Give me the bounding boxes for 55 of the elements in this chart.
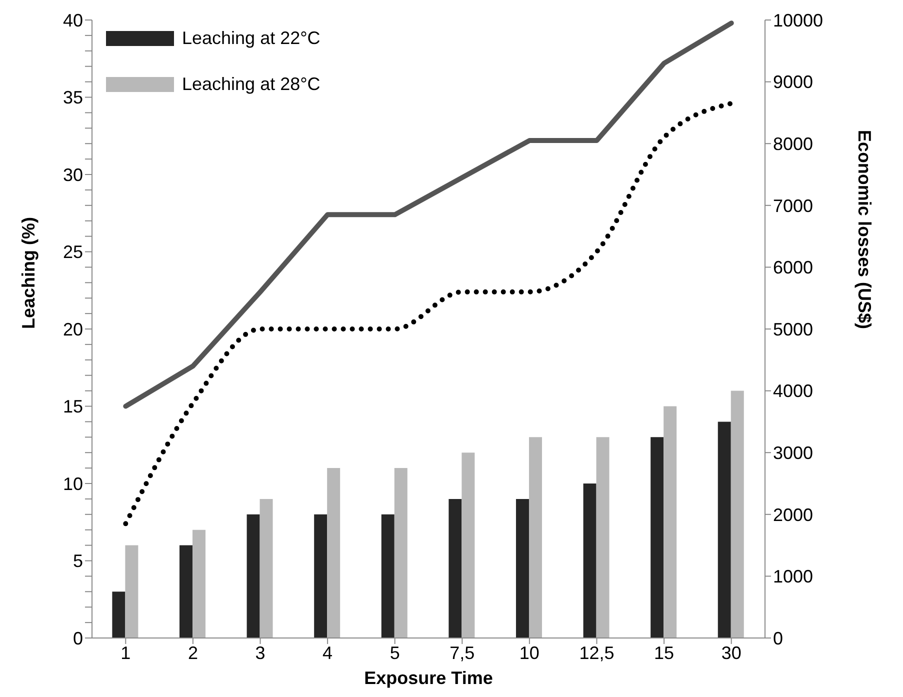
y-tick-label: 40: [62, 10, 83, 30]
x-tick-label: 4: [322, 642, 333, 663]
y2-tick-label: 5000: [773, 319, 814, 340]
y-tick-label: 10: [62, 474, 83, 494]
x-tick-label: 7,5: [450, 642, 475, 663]
bar: [179, 545, 192, 638]
x-tick-label: 15: [654, 642, 674, 663]
bar: [327, 468, 340, 638]
x-tick-label: 5: [390, 642, 400, 663]
y2-tick-label: 9000: [773, 72, 814, 92]
bar: [125, 545, 138, 638]
y-tick-label: 25: [62, 242, 83, 262]
bar: [192, 530, 206, 638]
bar: [730, 390, 744, 638]
y2-tick-label: 7000: [773, 196, 814, 216]
bar: [528, 437, 542, 638]
y-tick-label: 5: [72, 551, 83, 572]
y-tick-label: 15: [62, 396, 83, 417]
y2-tick-label: 3000: [773, 442, 814, 463]
y2-tick-label: 6000: [773, 258, 814, 278]
bar: [596, 437, 610, 638]
bar: [583, 484, 596, 638]
bar: [650, 437, 664, 638]
bar: [260, 498, 273, 638]
x-tick-label: 30: [721, 642, 742, 663]
y2-tick-label: 1000: [773, 566, 814, 587]
legend-label: Leaching at 22°C: [182, 28, 320, 48]
bar: [718, 422, 731, 638]
x-tick-label: 12,5: [579, 642, 614, 663]
bar: [462, 452, 475, 638]
bar: [394, 468, 408, 638]
legend-label: Leaching at 28°C: [182, 74, 320, 94]
bar: [314, 514, 328, 638]
x-tick-label: 2: [188, 642, 198, 663]
bar: [664, 406, 677, 638]
x-tick-label: 1: [120, 642, 131, 663]
y-tick-label: 20: [62, 319, 83, 340]
bar: [246, 514, 260, 638]
x-axis-title: Exposure Time: [364, 668, 493, 688]
x-tick-label: 3: [255, 642, 266, 663]
bar: [448, 498, 462, 638]
y2-tick-label: 2000: [773, 504, 814, 525]
y2-tick-label: 10000: [773, 10, 824, 30]
y-tick-label: 30: [62, 164, 83, 185]
bar: [381, 514, 394, 638]
y-tick-label: 35: [62, 88, 83, 108]
y2-tick-label: 8000: [773, 134, 814, 154]
bar: [516, 498, 529, 638]
y-axis-title: Leaching (%): [18, 216, 38, 329]
y2-axis-title: Economic losses (US$): [854, 130, 875, 329]
x-tick-label: 10: [519, 642, 540, 663]
y-tick-label: 0: [72, 628, 83, 648]
bar: [112, 592, 126, 638]
y2-tick-label: 4000: [773, 381, 814, 402]
y2-tick-label: 0: [773, 628, 784, 648]
